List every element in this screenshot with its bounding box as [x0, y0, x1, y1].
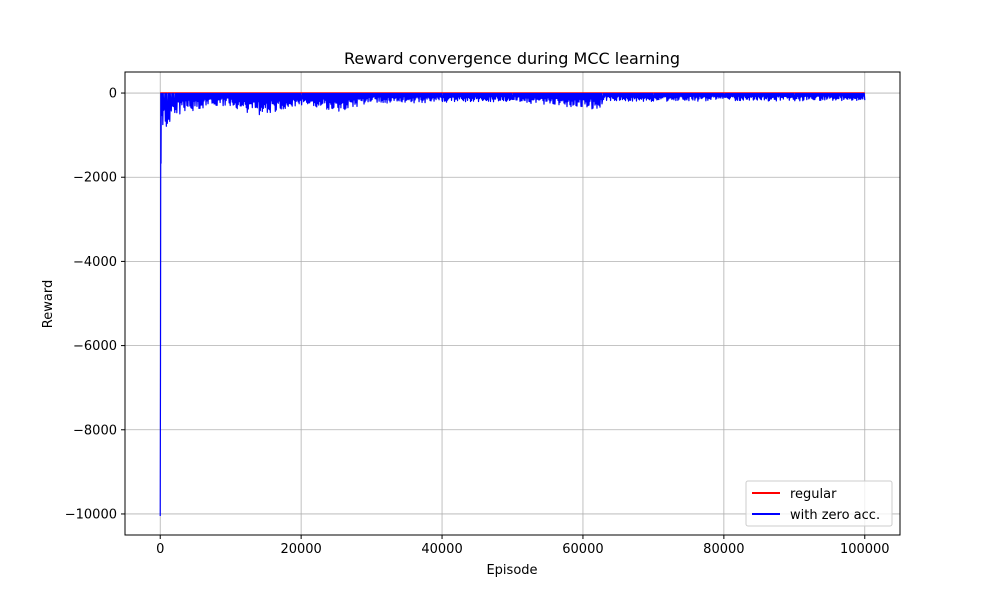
y-tick-label: −8000 [73, 423, 117, 438]
x-tick-label: 20000 [280, 542, 321, 557]
x-tick-label: 60000 [562, 542, 603, 557]
plot-frame [124, 71, 901, 536]
x-tick-label: 0 [156, 542, 164, 557]
chart-title: Reward convergence during MCC learning [344, 49, 680, 68]
axis-ticks: 0 20000 40000 60000 80000 100000 0 −2000 −4000 −6… [65, 87, 890, 557]
series-lines [159, 92, 866, 517]
x-tick-label: 100000 [840, 542, 890, 557]
legend: regular with zero acc. [745, 480, 893, 527]
y-tick-label: −2000 [73, 171, 117, 186]
y-tick-label: −4000 [73, 255, 117, 270]
x-tick-label: 40000 [421, 542, 462, 557]
y-axis-label: Reward [41, 280, 56, 328]
y-tick-label: −10000 [65, 507, 117, 522]
legend-label-regular: regular [790, 487, 837, 502]
y-tick-label: −6000 [73, 339, 117, 354]
y-tick-label: 0 [109, 87, 117, 102]
series-line-with-zero-acc- [159, 92, 866, 517]
x-axis-label: Episode [486, 563, 537, 578]
legend-box [745, 480, 893, 527]
x-tick-label: 80000 [703, 542, 744, 557]
legend-label-with-zero-acc: with zero acc. [790, 508, 880, 523]
